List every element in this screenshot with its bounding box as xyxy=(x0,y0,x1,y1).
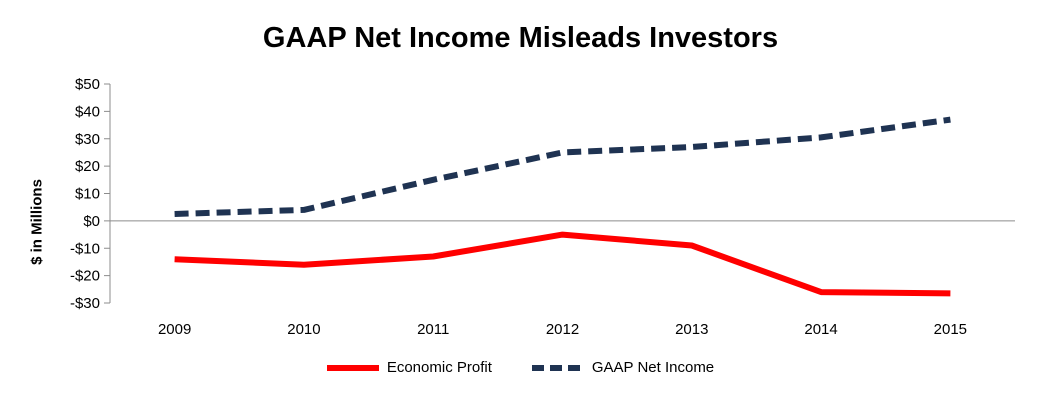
y-tick-label: $10 xyxy=(75,186,100,203)
legend-swatch-gaap-net-income xyxy=(531,364,584,371)
series-line-economic-profit xyxy=(174,231,951,297)
y-tick-label: $50 xyxy=(75,76,100,93)
y-tick-label: $40 xyxy=(75,103,100,120)
chart-title: GAAP Net Income Misleads Investors xyxy=(262,22,779,54)
y-tick-label: -$20 xyxy=(70,268,100,285)
legend-swatch-economic-profit xyxy=(326,364,379,371)
series-lines xyxy=(174,116,951,297)
x-tick-label: 2010 xyxy=(287,321,320,338)
series-line-gaap-net-income xyxy=(174,116,951,217)
y-tick-label: -$30 xyxy=(70,295,100,312)
x-ticks: 2009 2010 2011 2012 2013 2014 2015 xyxy=(158,321,967,338)
axes xyxy=(109,84,1015,303)
legend-item-gaap-net-income: GAAP Net Income xyxy=(531,359,715,376)
line-chart: $50$40$30$20$10$0-$10-$20-$30 2009 2010 20… xyxy=(70,76,1015,338)
legend: Economic Profit GAAP Net Income xyxy=(0,359,1041,376)
y-ticks: $50 $40 $30 $20 $10 $0 -$10 -$20 -$30 xyxy=(70,76,110,312)
legend-label-gaap-net-income: GAAP Net Income xyxy=(591,359,715,376)
legend-label-economic-profit: Economic Profit xyxy=(386,359,492,376)
legend-item-economic-profit: Economic Profit xyxy=(326,359,492,376)
x-tick-label: 2011 xyxy=(417,321,449,338)
y-tick-label: -$10 xyxy=(70,240,100,257)
x-tick-label: 2012 xyxy=(546,321,579,338)
x-tick-label: 2013 xyxy=(675,321,708,338)
y-tick-label: $20 xyxy=(75,158,100,175)
y-tick-label: $0 xyxy=(83,213,100,230)
x-tick-label: 2009 xyxy=(158,321,191,338)
x-tick-label: 2015 xyxy=(934,321,967,338)
x-tick-label: 2014 xyxy=(804,321,837,338)
y-tick-label: $30 xyxy=(75,131,100,148)
